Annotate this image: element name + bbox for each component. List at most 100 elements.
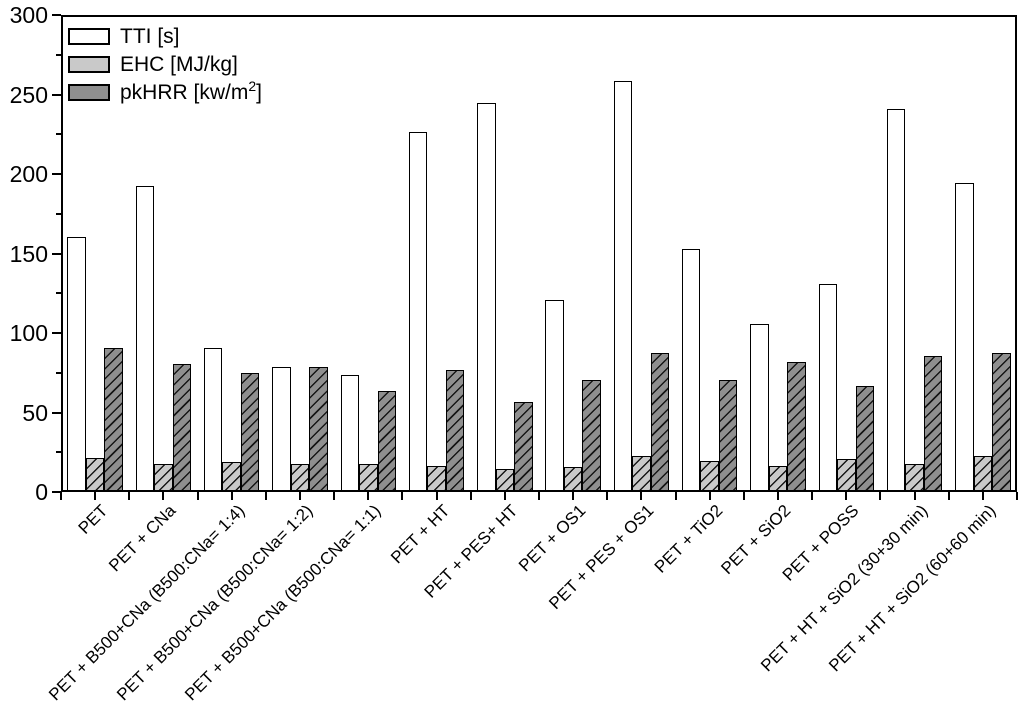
x-axis-tick: [299, 492, 301, 500]
bar-pkhrr: [718, 379, 738, 491]
bar-pkhrr: [855, 386, 875, 491]
plot-frame: [61, 15, 1017, 492]
y-axis-tick-label: 100: [9, 320, 48, 346]
bar-pkhrr: [309, 366, 328, 491]
y-axis-major-tick: [52, 491, 61, 493]
x-axis-tick: [60, 492, 62, 500]
bar-pkhrr: [240, 373, 260, 491]
x-axis-tick: [264, 492, 267, 500]
y-axis-major-tick: [52, 14, 61, 16]
x-axis-category-label: PET + HT: [386, 501, 453, 568]
x-axis-tick: [811, 492, 814, 500]
bar-tti: [67, 236, 86, 491]
legend-swatch-pkhrr-icon: [68, 83, 110, 101]
legend: TTI [s] EHC [MJ/kg] pkHRR [kw/m2]: [68, 22, 262, 106]
bar-ehc: [154, 463, 173, 491]
bar-pkhrr: [104, 347, 123, 491]
x-axis-tick: [742, 492, 745, 500]
y-axis-major-tick: [52, 173, 61, 175]
bar-ehc: [359, 463, 378, 491]
y-axis-major-tick: [52, 252, 61, 255]
y-axis-tick-label: 200: [9, 161, 48, 187]
bar-tti: [886, 109, 906, 491]
bar-pkhrr: [650, 352, 670, 491]
legend-label-ehc: EHC [MJ/kg]: [120, 54, 238, 75]
y-axis-minor-tick: [56, 133, 61, 136]
bar-tti: [818, 284, 838, 491]
legend-label-pkhrr-sup: 2: [248, 77, 257, 94]
bar-tti: [545, 300, 564, 491]
bar-ehc: [563, 467, 583, 491]
legend-item-pkhrr: pkHRR [kw/m2]: [68, 78, 262, 106]
x-axis-tick: [333, 492, 336, 500]
x-axis-tick: [196, 492, 199, 500]
x-axis-tick: [674, 492, 677, 500]
legend-label-tti-text: TTI [s]: [120, 24, 180, 48]
bar-tti: [955, 182, 974, 491]
x-axis-tick: [845, 492, 848, 500]
legend-swatch-ehc-icon: [68, 55, 110, 73]
legend-label-pkhrr: pkHRR [kw/m2]: [120, 79, 262, 104]
bar-ehc: [290, 463, 310, 491]
bar-pkhrr: [992, 352, 1011, 491]
bar-pkhrr: [582, 379, 601, 491]
bar-ehc: [632, 456, 651, 491]
bar-pkhrr: [923, 355, 943, 491]
y-axis-tick-label: 250: [9, 81, 48, 108]
y-axis-tick-label: 300: [9, 2, 48, 28]
y-axis-tick-label: 50: [22, 399, 48, 426]
bar-tti: [203, 347, 223, 491]
legend-item-ehc: EHC [MJ/kg]: [68, 50, 262, 78]
bar-tti: [135, 185, 155, 491]
x-axis-tick: [503, 492, 506, 500]
bar-ehc: [495, 468, 515, 491]
x-axis-tick: [469, 492, 472, 500]
y-axis-tick-label: 150: [9, 240, 48, 267]
bar-tti: [750, 324, 769, 491]
x-axis-tick: [401, 492, 404, 500]
x-axis-tick: [947, 492, 950, 500]
x-axis-category-label: PET + TiO2: [650, 501, 727, 577]
x-axis-tick: [94, 492, 97, 500]
x-axis-tick: [572, 492, 575, 500]
x-axis-tick: [1016, 492, 1018, 500]
legend-label-ehc-text: EHC [MJ/kg]: [120, 52, 238, 76]
bar-ehc: [85, 457, 105, 491]
x-axis-tick: [128, 492, 131, 500]
bar-ehc: [973, 456, 993, 491]
x-axis-category-label: PET: [74, 501, 112, 538]
bar-pkhrr: [445, 370, 465, 491]
legend-item-tti: TTI [s]: [68, 22, 262, 50]
y-axis-major-tick: [52, 332, 61, 334]
legend-swatch-tti-icon: [68, 27, 110, 45]
x-axis-tick: [708, 492, 711, 500]
x-axis-tick: [435, 492, 438, 500]
y-axis-minor-tick: [56, 451, 61, 454]
y-axis-minor-tick: [56, 371, 61, 374]
y-axis-minor-tick: [56, 53, 61, 56]
x-axis-tick: [981, 492, 984, 500]
x-axis-tick: [367, 492, 370, 500]
x-axis-tick: [606, 492, 609, 500]
legend-label-pkhrr-close: ]: [256, 80, 262, 104]
bar-ehc: [837, 459, 856, 491]
legend-label-pkhrr-text: pkHRR [kw/m: [120, 80, 249, 104]
bar-pkhrr: [172, 363, 192, 491]
x-axis-tick: [879, 492, 882, 500]
y-axis-tick-label: 0: [35, 479, 48, 505]
x-axis-tick: [230, 492, 233, 500]
bar-tti: [613, 80, 633, 491]
bar-ehc: [905, 463, 924, 491]
x-axis-tick: [162, 492, 165, 500]
bar-tti: [272, 366, 291, 491]
x-axis-tick: [538, 492, 540, 500]
bar-tti: [477, 103, 496, 491]
legend-label-tti: TTI [s]: [120, 26, 180, 47]
bar-pkhrr: [514, 401, 533, 491]
bar-pkhrr: [377, 390, 397, 491]
bar-ehc: [222, 462, 241, 491]
bar-tti: [408, 131, 428, 491]
y-axis-minor-tick: [56, 212, 61, 215]
bar-ehc: [427, 465, 446, 491]
